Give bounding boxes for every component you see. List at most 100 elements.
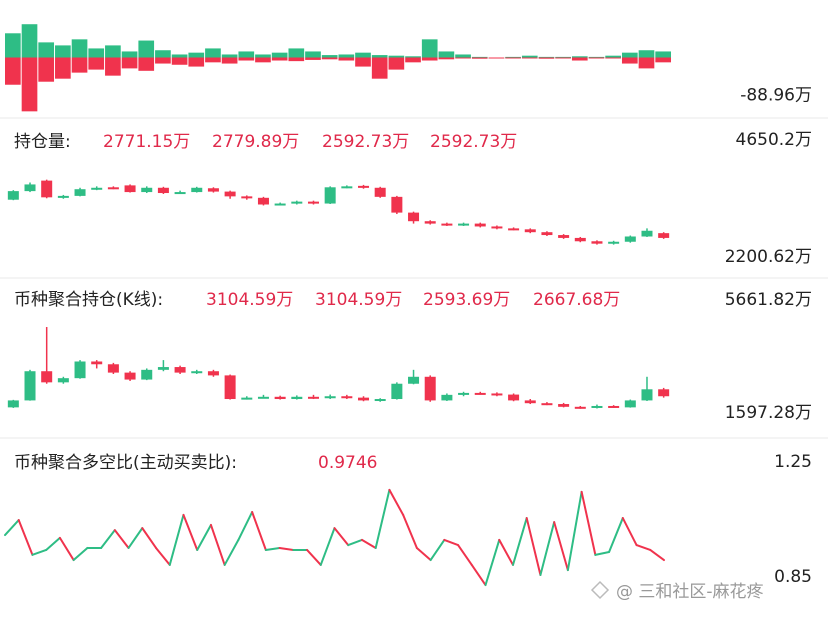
flow-bar <box>221 54 238 58</box>
candle-body <box>7 400 19 408</box>
ratio-line-segment <box>429 538 446 562</box>
flow-bar <box>355 57 371 67</box>
ratio-line-segment <box>58 536 75 562</box>
flow-bar <box>138 40 155 58</box>
flow-bar <box>471 56 488 58</box>
ratio-line-segment <box>635 544 652 551</box>
candle-body <box>591 241 603 244</box>
candle-body <box>424 376 436 401</box>
candle-body <box>474 223 486 227</box>
candle-body <box>641 230 653 237</box>
flow-bar <box>371 57 388 79</box>
flow-bar <box>438 51 455 58</box>
ratio-line-segment <box>141 527 158 549</box>
flow-bar <box>305 57 321 60</box>
flow-bar <box>155 57 171 64</box>
ratio-line-segment <box>553 521 569 572</box>
candle-body <box>374 399 386 402</box>
flow-bar <box>538 56 555 58</box>
panel-title: 持仓量: <box>14 132 71 152</box>
candle-body <box>358 397 370 401</box>
candle-body <box>57 195 69 198</box>
readout-value: 3104.59万 <box>206 290 293 310</box>
readout-value: 2592.73万 <box>430 132 517 152</box>
readout-value: 2779.89万 <box>212 132 299 152</box>
candle-body <box>408 212 420 222</box>
ratio-line-segment <box>484 538 501 587</box>
ratio-line-segment <box>72 546 89 562</box>
candle-body <box>307 396 319 399</box>
ratio-line-segment <box>347 538 363 547</box>
flow-bar <box>238 51 255 58</box>
candle-body <box>558 235 570 238</box>
ratio-line-segment <box>306 548 322 566</box>
candle-body <box>124 185 136 193</box>
ratio-line-segment <box>45 536 61 551</box>
readout-value: 3104.59万 <box>315 290 402 310</box>
ratio-line-segment <box>31 548 48 556</box>
ratio-line-segment <box>127 527 144 549</box>
flow-bar <box>205 48 221 58</box>
readout-value: 2593.69万 <box>423 290 510 310</box>
flow-bar <box>355 52 371 58</box>
candle-body <box>24 371 36 401</box>
flow-bar <box>171 57 188 65</box>
flow-bar <box>605 57 621 59</box>
candle-body <box>558 404 570 407</box>
candle-body <box>524 400 536 404</box>
candle-body <box>358 185 370 188</box>
candle-body <box>141 187 153 193</box>
ratio-line-segment <box>594 550 611 556</box>
flow-bar <box>238 57 255 61</box>
flow-bar <box>638 50 655 58</box>
flow-bar <box>55 57 71 79</box>
ratio-line-segment <box>608 517 624 553</box>
candle-body <box>207 188 219 192</box>
candle-body <box>574 237 586 242</box>
candle-body <box>91 187 103 190</box>
candle-body <box>41 371 53 383</box>
candle-body <box>441 223 453 226</box>
flow-bar <box>271 52 288 58</box>
candle-body <box>307 201 319 204</box>
ratio-line-segment <box>360 538 377 549</box>
candle-body <box>191 187 203 193</box>
ratio-line-segment <box>525 517 542 576</box>
ratio-line-segment <box>511 517 528 566</box>
flow-bar <box>105 57 121 76</box>
candle-body <box>174 367 186 373</box>
flow-bar <box>421 57 438 61</box>
flow-bar <box>121 57 138 69</box>
flow-bar <box>288 48 305 58</box>
flow-bar <box>621 52 638 58</box>
flow-bar <box>388 57 405 70</box>
ratio-line-segment <box>498 538 514 566</box>
ratio-line-segment <box>539 521 556 576</box>
candle-body <box>541 403 553 406</box>
flow-bar <box>255 57 271 63</box>
candle-body <box>391 383 403 400</box>
candle-body <box>291 201 303 204</box>
flow-bar <box>505 56 521 58</box>
flow-bar <box>88 48 105 58</box>
candle-body <box>658 389 670 397</box>
flow-bar <box>321 55 338 58</box>
watermark-text: @ 三和社区-麻花疼 <box>616 582 764 602</box>
panel-title: 币种聚合持仓(K线): <box>14 290 163 310</box>
flow-bar <box>588 56 605 58</box>
flow-bar <box>655 51 671 58</box>
ratio-line-segment <box>621 517 638 547</box>
flow-bar <box>621 57 638 64</box>
candle-body <box>74 361 86 379</box>
ratio-line-segment <box>155 546 171 566</box>
candle-body <box>74 189 86 196</box>
flow-bar <box>638 57 655 69</box>
ratio-line-segment <box>196 523 212 551</box>
flow-bar <box>155 50 171 58</box>
flow-bar <box>171 54 188 58</box>
flow-bar <box>5 33 21 58</box>
candle-body <box>24 184 36 192</box>
candle-body <box>141 369 153 380</box>
flow-bar <box>71 57 88 73</box>
candle-body <box>508 394 520 401</box>
